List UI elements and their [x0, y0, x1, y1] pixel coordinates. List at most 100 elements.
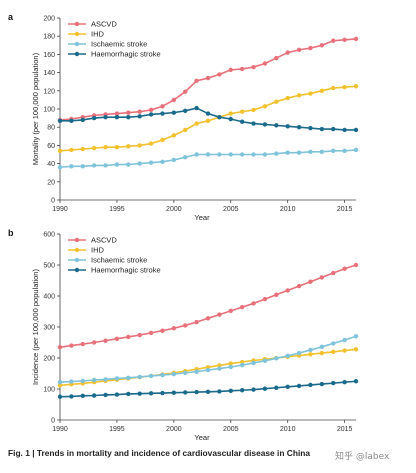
data-point	[274, 385, 279, 390]
data-point	[194, 389, 199, 395]
data-point	[285, 50, 290, 55]
data-point	[319, 350, 325, 356]
data-point	[69, 379, 74, 384]
x-tick-label: 2010	[280, 206, 296, 213]
x-tick-label: 2015	[337, 426, 353, 433]
data-point	[114, 114, 120, 120]
data-point	[228, 364, 233, 370]
data-point	[274, 55, 279, 61]
legend-label: ASCVD	[91, 236, 117, 245]
data-point	[353, 127, 359, 133]
x-tick-label: 1990	[52, 206, 68, 213]
data-point	[319, 88, 325, 94]
data-point	[285, 384, 290, 390]
data-point	[239, 359, 245, 365]
data-point	[137, 161, 142, 166]
data-point	[274, 292, 279, 297]
data-point	[137, 374, 142, 380]
data-point	[160, 111, 165, 116]
data-point	[91, 340, 97, 345]
y-tick-label: 20	[47, 179, 55, 186]
x-tick-label: 2005	[223, 206, 239, 213]
data-point	[91, 163, 97, 168]
data-point	[262, 122, 268, 127]
data-point	[103, 163, 108, 168]
data-point	[194, 319, 199, 325]
x-axis-title: Year	[194, 433, 210, 442]
data-point	[171, 157, 177, 163]
data-point	[353, 262, 359, 268]
data-point	[217, 363, 222, 368]
data-point	[285, 150, 290, 155]
data-point	[217, 312, 222, 317]
data-point	[126, 110, 131, 115]
series-line	[59, 335, 357, 383]
y-tick-label: 120	[43, 88, 55, 95]
legend-marker	[74, 237, 80, 243]
data-point	[171, 110, 177, 115]
legend-marker	[74, 41, 80, 47]
data-point	[331, 380, 336, 386]
y-tick-label: 140	[43, 70, 55, 77]
data-point	[148, 107, 154, 113]
data-point	[274, 356, 279, 361]
data-point	[126, 114, 131, 120]
data-point	[137, 391, 142, 396]
data-point	[183, 370, 188, 376]
x-tick-label: 2000	[166, 426, 182, 433]
legend-marker	[74, 267, 80, 273]
data-point	[137, 109, 142, 114]
figure-caption: Fig. 1 | Trends in mortality and inciden…	[8, 448, 310, 458]
data-point	[331, 349, 336, 354]
x-tick-label: 2000	[166, 206, 182, 213]
figure-caption-bold: Fig. 1 | Trends in mortality and inciden…	[8, 448, 311, 458]
data-point	[308, 91, 313, 96]
data-point	[80, 341, 85, 347]
data-point	[251, 64, 256, 70]
data-point	[217, 389, 222, 394]
data-point	[331, 126, 336, 132]
data-point	[194, 121, 199, 126]
data-point	[205, 152, 211, 157]
data-point	[69, 394, 74, 399]
data-point	[126, 375, 131, 381]
data-point	[217, 72, 222, 77]
data-point	[217, 366, 222, 371]
data-point	[319, 275, 325, 280]
data-point	[183, 108, 188, 114]
data-point	[205, 111, 211, 116]
data-point	[251, 360, 256, 366]
data-point	[342, 127, 347, 133]
data-point	[239, 388, 245, 393]
data-point	[319, 344, 325, 350]
data-point	[342, 348, 347, 353]
data-point	[262, 61, 268, 66]
data-point	[228, 308, 233, 314]
data-point	[103, 392, 108, 398]
data-point	[342, 84, 347, 90]
data-point	[103, 338, 108, 343]
data-point	[308, 149, 313, 154]
y-tick-label: 200	[43, 16, 55, 23]
data-point	[80, 117, 85, 123]
y-axis-title: Incidence (per 100,000 population)	[31, 269, 40, 385]
data-point	[228, 152, 233, 157]
data-point	[183, 390, 188, 395]
data-point	[353, 334, 359, 339]
data-point	[217, 152, 222, 157]
data-point	[239, 66, 245, 72]
data-point	[205, 75, 211, 81]
data-point	[183, 155, 188, 160]
y-tick-label: 0	[51, 418, 55, 425]
data-point	[114, 392, 120, 397]
data-point	[285, 95, 290, 101]
y-tick-label: 100	[43, 387, 55, 394]
data-point	[160, 159, 165, 164]
data-point	[114, 162, 120, 167]
panel-b: b 0 100 200 300 400 500 600 1990 1995 2000 2005 2010…	[8, 228, 359, 442]
data-point	[103, 377, 108, 382]
data-point	[239, 119, 245, 124]
data-point	[194, 369, 199, 374]
data-point	[308, 382, 313, 388]
